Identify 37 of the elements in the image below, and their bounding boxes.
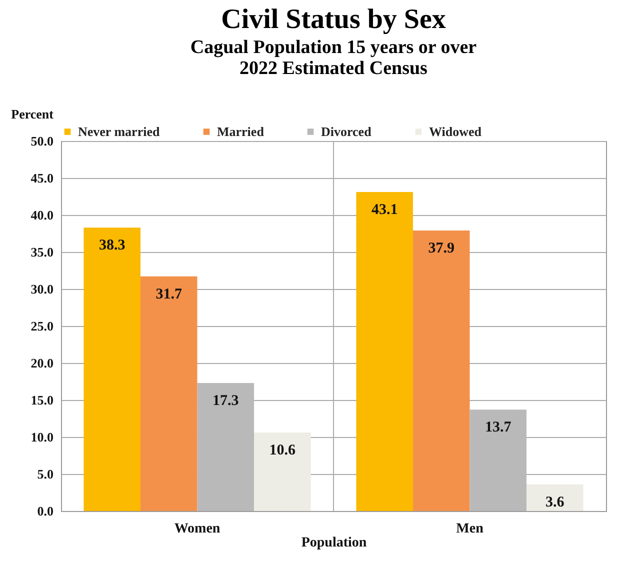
chart-subtitle: Cagual Population 15 years or over 2022 Estimated Census (190, 37, 478, 79)
y-tick-label: 15.0 (30, 392, 54, 408)
y-axis-title: Percent (11, 106, 54, 122)
data-label: 37.9 (428, 240, 454, 257)
bar (470, 410, 527, 511)
x-tick-label: Men (456, 522, 484, 536)
y-tick-label: 30.0 (30, 282, 54, 296)
data-label: 3.6 (546, 494, 565, 510)
y-tick-label: 20.0 (30, 356, 54, 370)
chart-title: Civil Status by Sex (221, 4, 446, 35)
bar (412, 230, 470, 511)
data-label: 31.7 (156, 286, 182, 302)
x-axis-title: Population (301, 536, 367, 550)
legend-label: Never married (78, 124, 160, 139)
legend-label: Married (217, 124, 265, 139)
x-tick-label: Women (174, 522, 220, 536)
y-tick-label: 0.0 (37, 504, 54, 518)
data-label: 38.3 (98, 238, 126, 254)
bar (254, 432, 311, 511)
bar (140, 276, 198, 511)
bar (84, 228, 140, 511)
bar (526, 484, 584, 511)
y-tick-label: 10.0 (30, 430, 54, 444)
data-label: 17.3 (212, 392, 239, 409)
y-tick-label: 40.0 (30, 208, 54, 222)
legend-label: Widowed (429, 124, 482, 139)
y-tick-label: 45.0 (30, 170, 54, 186)
data-label: 43.1 (371, 202, 398, 218)
y-tick-label: 50.0 (30, 134, 54, 148)
y-tick-label: 25.0 (30, 318, 54, 334)
bar (356, 192, 413, 511)
bar (197, 382, 254, 511)
data-label: 13.7 (485, 420, 512, 436)
y-tick-label: 35.0 (30, 244, 54, 260)
y-tick-label: 5.0 (37, 466, 54, 482)
legend-label: Divorced (321, 124, 372, 139)
data-label: 10.6 (269, 442, 296, 459)
